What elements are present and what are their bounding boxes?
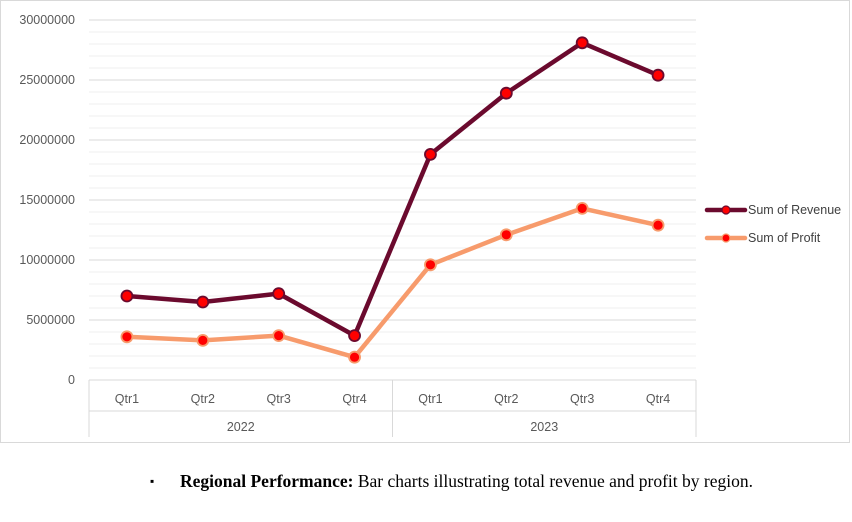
x-group-label: 2023 — [530, 420, 558, 434]
x-tick-label: Qtr4 — [646, 392, 670, 406]
x-group-label: 2022 — [227, 420, 255, 434]
data-point — [575, 201, 589, 215]
x-tick-label: Qtr4 — [342, 392, 366, 406]
data-point — [272, 287, 286, 301]
gridlines — [89, 19, 696, 381]
series-line — [124, 206, 661, 360]
data-point — [575, 36, 589, 50]
data-point — [651, 68, 665, 82]
x-tick-label: Qtr2 — [191, 392, 215, 406]
x-tick-label: Qtr3 — [570, 392, 594, 406]
bullet-text: Regional Performance: Bar charts illustr… — [180, 470, 770, 493]
data-point — [196, 333, 210, 347]
line-chart: 0 5000000 10000000 15000000 20000000 25000000… — [19, 13, 841, 437]
y-tick-label: 0 — [68, 373, 75, 387]
data-point — [499, 86, 513, 100]
series-lines — [124, 40, 661, 360]
x-tick-label: Qtr3 — [267, 392, 291, 406]
data-point — [499, 228, 513, 242]
data-point — [120, 289, 134, 303]
bullet-heading: Regional Performance: — [180, 471, 354, 491]
data-point — [651, 218, 665, 232]
x-tick-label: Qtr1 — [115, 392, 139, 406]
data-point — [424, 147, 437, 161]
y-tick-label: 30000000 — [19, 13, 75, 27]
x-tick-label: Qtr1 — [418, 392, 442, 406]
chart-frame: 0 5000000 10000000 15000000 20000000 25000000… — [0, 0, 850, 443]
y-tick-label: 15000000 — [19, 193, 75, 207]
data-point — [196, 295, 210, 309]
data-markers — [120, 36, 665, 364]
legend: Sum of Revenue Sum of Profit — [704, 203, 841, 245]
data-point — [424, 258, 437, 272]
y-tick-label: 25000000 — [19, 73, 75, 87]
y-tick-label: 5000000 — [26, 313, 75, 327]
data-point — [348, 350, 361, 364]
legend-marker — [721, 205, 731, 215]
y-tick-label: 10000000 — [19, 253, 75, 267]
series-line — [124, 40, 661, 338]
legend-marker — [721, 233, 731, 243]
legend-label: Sum of Revenue — [748, 203, 841, 217]
x-tick-label: Qtr2 — [494, 392, 518, 406]
data-point — [120, 330, 134, 344]
y-tick-label: 20000000 — [19, 133, 75, 147]
bullet-symbol: ▪ — [150, 474, 155, 488]
data-point — [272, 329, 286, 343]
legend-label: Sum of Profit — [748, 231, 821, 245]
data-point — [348, 329, 361, 343]
bullet-body: Bar charts illustrating total revenue an… — [353, 471, 753, 491]
axes: 0 5000000 10000000 15000000 20000000 25000000… — [19, 13, 697, 437]
